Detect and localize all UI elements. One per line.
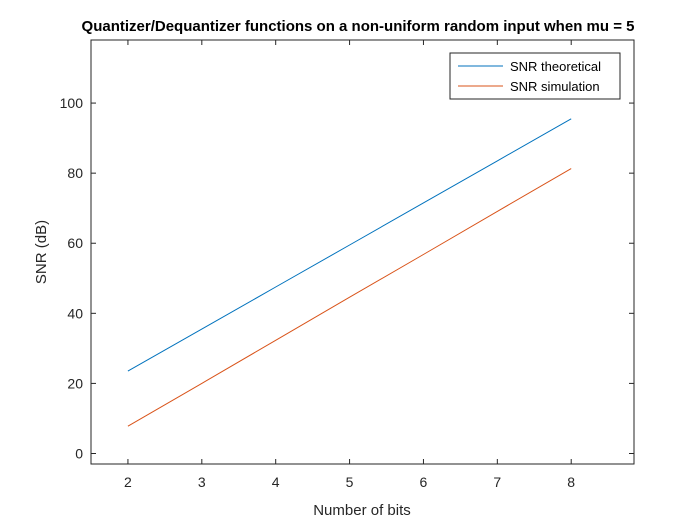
legend-label-simulation: SNR simulation [510, 79, 600, 94]
x-axis-label: Number of bits [313, 502, 411, 519]
y-tick-label: 60 [67, 235, 83, 251]
series-line-theoretical [127, 118, 572, 372]
series-layer [127, 118, 572, 427]
y-tick-label: 0 [75, 445, 83, 461]
legend: SNR theoretical SNR simulation [449, 52, 621, 100]
x-tick-label: 7 [493, 474, 501, 490]
y-tick-label: 100 [60, 95, 84, 111]
legend-box [449, 52, 621, 100]
x-tick-label: 5 [346, 474, 354, 490]
y-tick-label: 40 [67, 305, 83, 321]
chart-title: Quantizer/Dequantizer functions on a non… [82, 18, 635, 35]
plot-area [90, 39, 635, 465]
x-tick-label: 6 [420, 474, 428, 490]
y-axis-label: SNR (dB) [33, 220, 50, 284]
x-tick-label: 4 [272, 474, 280, 490]
y-tick-label: 20 [67, 375, 83, 391]
series-line-simulation [127, 168, 572, 427]
x-tick-label: 2 [124, 474, 132, 490]
legend-label-theoretical: SNR theoretical [510, 59, 601, 74]
x-tick-label: 8 [567, 474, 575, 490]
y-tick-label: 80 [67, 165, 83, 181]
x-tick-label: 3 [198, 474, 206, 490]
